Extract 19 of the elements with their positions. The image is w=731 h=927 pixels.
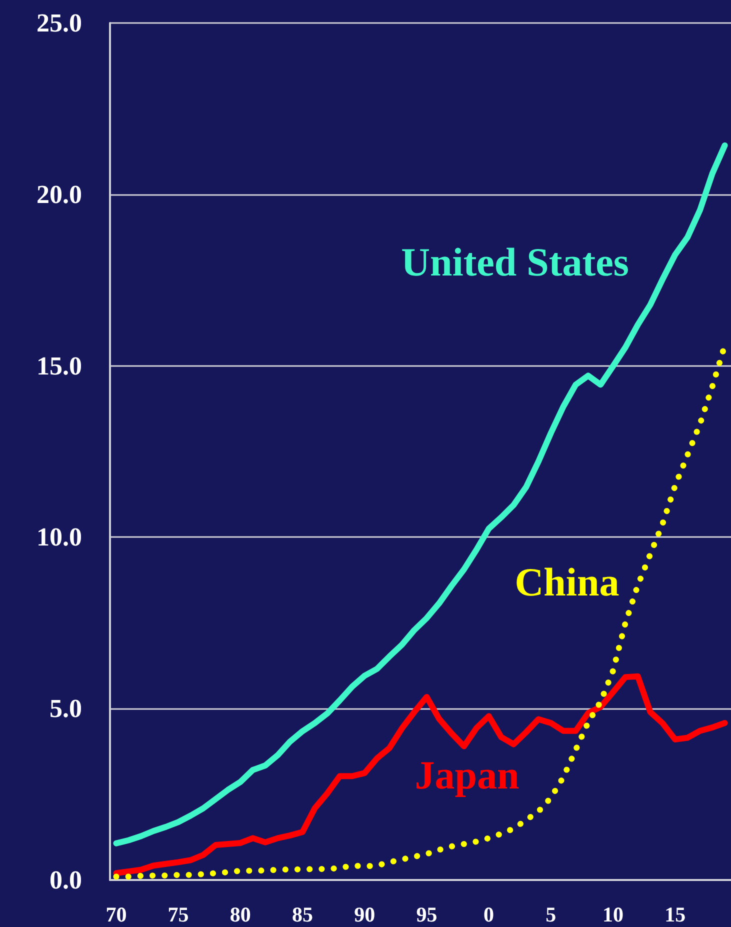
x-tick-label: 80 [230,902,251,926]
x-tick-label: 90 [354,902,376,926]
y-tick-label: 25.0 [36,8,82,38]
x-tick-label: 95 [416,902,438,926]
y-tick-label: 20.0 [36,180,82,209]
y-tick-label: 0.0 [50,866,82,894]
y-tick-label: 10.0 [36,522,82,552]
y-tick-label: 15.0 [36,351,82,380]
series-label: United States [401,240,629,284]
x-tick-label: 75 [168,902,189,926]
x-tick-label: 85 [292,902,314,926]
y-tick-label: 5.0 [50,694,82,724]
x-tick-label: 0 [484,902,494,926]
x-tick-label: 5 [546,902,556,926]
series-label: Japan [414,752,520,798]
x-tick-label: 70 [106,902,127,926]
x-tick-label: 15 [664,902,686,926]
x-tick-label: 10 [602,902,624,926]
series-label: China [514,560,620,604]
